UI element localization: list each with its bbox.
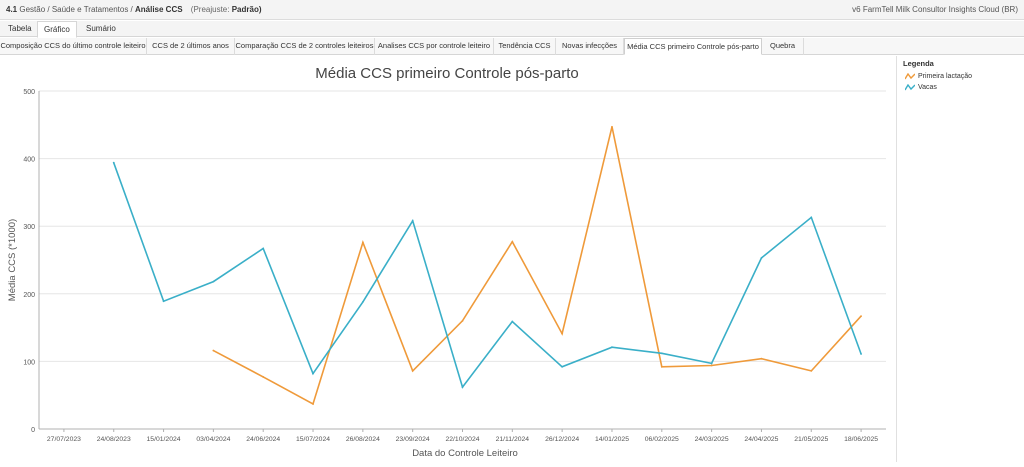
data-point[interactable] [810, 369, 813, 372]
data-point[interactable] [162, 300, 165, 303]
x-tick-label: 24/06/2024 [246, 436, 280, 443]
report-tabs: Composição CCS do último controle leitei… [0, 38, 1024, 55]
data-point[interactable] [212, 280, 215, 283]
x-tick-label: 22/10/2024 [445, 436, 479, 443]
data-point[interactable] [660, 352, 663, 355]
y-axis-title: Média CCS (*1000) [7, 219, 18, 301]
y-tick-label: 200 [23, 292, 35, 299]
series-line-vacas[interactable] [112, 162, 862, 389]
data-point[interactable] [461, 319, 464, 322]
data-point[interactable] [860, 353, 862, 355]
data-point[interactable] [760, 257, 763, 259]
x-tick-label: 24/04/2025 [744, 436, 778, 443]
tab-grafico[interactable]: Gráfico [37, 21, 77, 38]
y-tick-label: 300 [23, 224, 35, 231]
legend-label-vacas: Vacas [918, 84, 937, 91]
data-point[interactable] [860, 315, 862, 318]
data-point[interactable] [411, 219, 414, 222]
preset-indicator: (Preajuste: Padrão) [191, 5, 262, 14]
y-tick-label: 100 [23, 359, 35, 366]
data-point[interactable] [411, 369, 414, 372]
tab-analises-ccs[interactable]: Analises CCS por controle leiteiro [375, 38, 494, 55]
legend-title: Legenda [903, 59, 934, 68]
breadcrumb-path[interactable]: Gestão / Saúde e Tratamentos [19, 5, 129, 14]
app-name: v6 FarmTell Milk Consultor Insights Clou… [852, 5, 1018, 14]
x-tick-label: 21/05/2025 [794, 436, 828, 443]
tab-quebra[interactable]: Quebra [762, 38, 804, 55]
series-line-primeira-lactacao[interactable] [213, 126, 862, 406]
y-tick-label: 400 [23, 157, 35, 164]
data-point[interactable] [361, 301, 364, 303]
tab-tendencia-ccs[interactable]: Tendência CCS [494, 38, 556, 55]
data-point[interactable] [561, 332, 564, 335]
data-point[interactable] [361, 241, 364, 244]
legend-item-vacas[interactable]: Vacas [904, 83, 937, 92]
data-point[interactable] [511, 320, 514, 323]
data-point[interactable] [611, 346, 613, 349]
x-tick-label: 14/01/2025 [595, 436, 629, 443]
x-tick-label: 23/09/2024 [396, 436, 430, 443]
tab-sumario[interactable]: Sumário [86, 24, 116, 33]
tab-composicao-ccs[interactable]: Composição CCS do último controle leitei… [0, 38, 147, 55]
legend-item-primeira-lactacao[interactable]: Primeira lactação [904, 72, 973, 81]
x-tick-label: 06/02/2025 [645, 436, 679, 443]
x-tick-label: 18/06/2025 [844, 436, 878, 443]
data-point[interactable] [511, 240, 514, 243]
data-point[interactable] [262, 376, 265, 378]
x-tick-label: 15/01/2024 [147, 436, 181, 443]
x-tick-label: 27/07/2023 [47, 436, 81, 443]
data-point[interactable] [710, 362, 713, 365]
preset-value: Padrão) [231, 5, 262, 14]
data-point[interactable] [312, 403, 314, 405]
data-point[interactable] [212, 349, 215, 352]
x-tick-label: 24/03/2025 [695, 436, 729, 443]
x-axis-title: Data do Controle Leiteiro [412, 448, 518, 459]
data-point[interactable] [112, 161, 115, 164]
data-point[interactable] [312, 372, 314, 375]
y-tick-label: 0 [31, 427, 35, 434]
tab-ccs-2-anos[interactable]: CCS de 2 últimos anos [147, 38, 235, 55]
x-tick-label: 24/08/2023 [97, 436, 131, 443]
chart-area: Média CCS primeiro Controle pós-parto 0 1… [0, 56, 1024, 462]
preset-label: (Preajuste: [190, 5, 230, 14]
data-point[interactable] [710, 364, 713, 367]
data-point[interactable] [810, 216, 813, 219]
tab-novas-infeccoes[interactable]: Novas infecções [556, 38, 624, 55]
data-point[interactable] [561, 365, 564, 368]
data-point[interactable] [660, 365, 663, 368]
breadcrumb: 4.1 Gestão / Saúde e Tratamentos / Análi… [6, 5, 262, 14]
chart-title: Média CCS primeiro Controle pós-parto [315, 65, 578, 82]
x-tick-label: 03/04/2024 [196, 436, 230, 443]
view-tabs: Tabela Gráfico Sumário [0, 21, 1024, 38]
x-tick-label: 15/07/2024 [296, 436, 330, 443]
data-point[interactable] [611, 125, 613, 128]
tab-tabela[interactable]: Tabela [8, 24, 32, 33]
y-tick-label: 500 [23, 89, 35, 96]
tab-comparacao-ccs[interactable]: Comparação CCS de 2 controles leiteiros [235, 38, 375, 55]
data-point[interactable] [262, 247, 265, 250]
x-tick-label: 26/12/2024 [545, 436, 579, 443]
breadcrumb-number: 4.1 [6, 5, 18, 14]
legend-label-primeira-lactacao: Primeira lactação [918, 73, 973, 80]
tab-media-ccs-primeiro-controle[interactable]: Média CCS primeiro Controle pós-parto [624, 38, 762, 55]
breadcrumb-separator: / [128, 5, 135, 14]
legend-line-icon-primeira [904, 72, 916, 80]
data-point[interactable] [461, 386, 464, 388]
line-chart: Média CCS primeiro Controle pós-parto 0 1… [7, 65, 886, 459]
data-point[interactable] [760, 357, 763, 360]
x-tick-label: 21/11/2024 [496, 436, 530, 443]
breadcrumb-current: Análise CCS [134, 5, 183, 14]
top-bar: 4.1 Gestão / Saúde e Tratamentos / Análi… [0, 0, 1024, 20]
legend-line-icon-vacas [904, 83, 916, 91]
x-tick-label: 26/08/2024 [346, 436, 380, 443]
legend-panel: Legenda Primeira lactação Vacas [896, 56, 1024, 462]
